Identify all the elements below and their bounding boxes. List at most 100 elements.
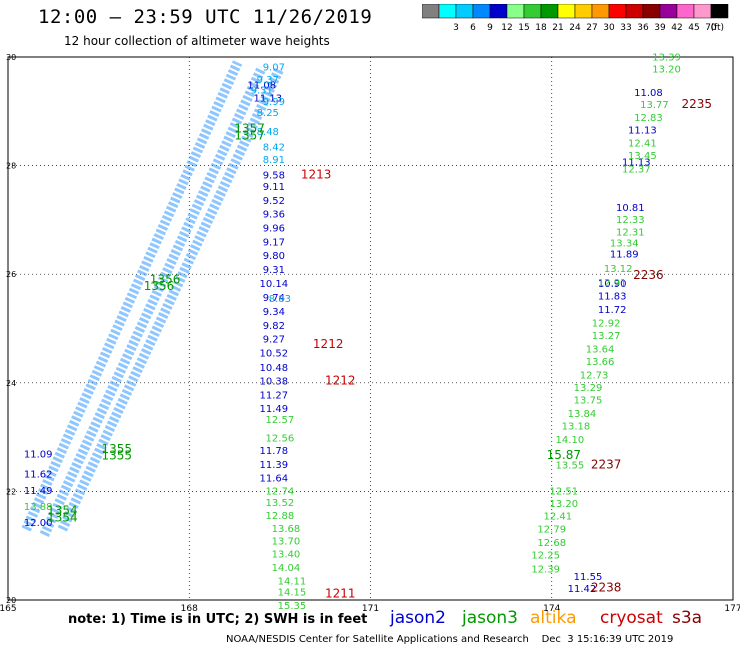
data-label: 9.74 — [263, 293, 285, 304]
data-label: 12.41 — [628, 139, 657, 150]
data-label: 13.66 — [586, 357, 615, 368]
data-label: 9.96 — [263, 223, 285, 234]
y-tick-label: 22 — [6, 487, 16, 496]
data-label: 12.37 — [622, 165, 651, 176]
data-label: 13.45 — [628, 151, 657, 162]
colorbar-label: 18 — [535, 23, 547, 33]
data-label: 9.31 — [263, 265, 285, 276]
data-label: 11.55 — [574, 572, 603, 583]
colorbar-label: 33 — [620, 23, 631, 33]
data-label: 1355 — [101, 448, 132, 462]
data-label: 13.75 — [574, 395, 603, 406]
y-tick-label: 28 — [6, 162, 16, 171]
data-label: 12.25 — [531, 551, 560, 562]
data-label: 9.31 — [251, 85, 273, 96]
data-label: 12.88 — [266, 511, 295, 522]
data-label: 11.89 — [610, 249, 639, 260]
colorbar-label: 21 — [552, 23, 563, 33]
data-label: 9.07 — [263, 63, 285, 74]
data-label: 11.39 — [260, 460, 289, 471]
x-tick-label: 174 — [543, 604, 560, 612]
data-label: 1356 — [150, 272, 181, 286]
data-label: 8.48 — [257, 127, 279, 138]
data-label: 2238 — [591, 580, 622, 594]
data-label: 1212 — [325, 373, 356, 387]
data-label: 11.64 — [260, 474, 289, 485]
swath-track — [57, 65, 285, 532]
footer-credit: NOAA/NESDIS Center for Satellite Applica… — [226, 634, 674, 645]
y-tick-label: 20 — [6, 596, 16, 605]
data-label: 13.68 — [272, 524, 301, 535]
data-label: 12.00 — [24, 518, 53, 529]
data-label: 11.78 — [260, 446, 289, 457]
data-label: 11.72 — [598, 305, 627, 316]
data-label: 12.83 — [634, 113, 663, 124]
data-label: 8.42 — [263, 142, 285, 153]
data-label: 9.58 — [263, 171, 285, 182]
data-label: 11.13 — [253, 94, 282, 105]
data-label: 11.09 — [24, 450, 53, 461]
data-label: 9.34 — [263, 307, 285, 318]
y-tick-label: 30 — [6, 53, 16, 62]
colorbar-label: 12 — [501, 23, 512, 33]
data-label: 12.73 — [580, 370, 609, 381]
data-label: 9.37 — [257, 75, 279, 86]
y-tick-label: 24 — [6, 379, 16, 388]
data-label: 9.36 — [263, 210, 285, 221]
data-label: 12.41 — [543, 512, 572, 523]
data-label: 9.52 — [263, 196, 285, 207]
data-label: 8.83 — [269, 294, 291, 305]
colorbar-label: 6 — [470, 23, 476, 33]
footer-note: note: 1) Time is in UTC; 2) SWH is in fe… — [68, 612, 368, 627]
page-subtitle: 12 hour collection of altimeter wave hei… — [64, 34, 330, 48]
data-label: 10.81 — [616, 203, 645, 214]
colorbar-label: 39 — [654, 23, 666, 33]
data-label: 13.20 — [550, 499, 579, 510]
data-label: 12.56 — [266, 433, 295, 444]
data-label: 11.49 — [24, 486, 53, 497]
data-label: 13.70 — [272, 537, 301, 548]
data-label: 15.87 — [547, 448, 581, 462]
data-label: 12.33 — [616, 215, 645, 226]
data-label: 11.49 — [260, 404, 289, 415]
data-label: 12.92 — [592, 318, 621, 329]
data-label: 14.10 — [556, 435, 585, 446]
data-label: 2237 — [591, 458, 622, 472]
data-label: 14.15 — [278, 588, 307, 599]
data-label: 12.57 — [266, 415, 295, 426]
legend-cryosat: cryosat — [600, 608, 663, 628]
legend-jason3: jason3 — [462, 608, 518, 628]
colorbar-label: 15 — [518, 23, 529, 33]
colorbar-label: 70 — [705, 23, 717, 33]
colorbar: 3 6 9 12 15 18 21 24 27 30 33 36 39 42 45 70(ft) — [422, 4, 729, 33]
colorbar-label: 30 — [603, 23, 615, 33]
data-label: 10.14 — [260, 279, 289, 290]
data-label: 8.25 — [257, 108, 279, 119]
colorbar-label: 36 — [637, 23, 649, 33]
data-label: 11.42 — [568, 584, 597, 595]
colorbar-label: 45 — [688, 23, 699, 33]
swath-track — [21, 60, 243, 532]
data-label: 9.99 — [263, 97, 285, 108]
data-label: 9.82 — [263, 321, 285, 332]
swath-track — [39, 65, 267, 537]
data-label: 12.39 — [531, 564, 560, 575]
data-label: 11.62 — [24, 469, 53, 480]
data-label: 1212 — [313, 337, 344, 351]
data-label: 11.13 — [628, 126, 657, 137]
legend-altika: altika — [530, 608, 577, 628]
data-label: 9.80 — [263, 251, 285, 262]
colorbar-label: 24 — [569, 23, 581, 33]
data-label: 11.08 — [634, 88, 663, 99]
data-label: 1354 — [47, 510, 78, 524]
data-label: 13.84 — [568, 409, 597, 420]
colorbar-label: 27 — [586, 23, 597, 33]
data-label: 12.79 — [537, 525, 566, 536]
data-label: 10.48 — [260, 363, 289, 374]
legend-jason2: jason2 — [390, 608, 446, 628]
x-tick-label: 177 — [724, 604, 740, 612]
data-label: 2235 — [681, 97, 712, 111]
data-label: 1213 — [301, 168, 332, 182]
colorbar-unit: (ft) — [710, 23, 724, 33]
data-label: 1357 — [234, 129, 265, 143]
